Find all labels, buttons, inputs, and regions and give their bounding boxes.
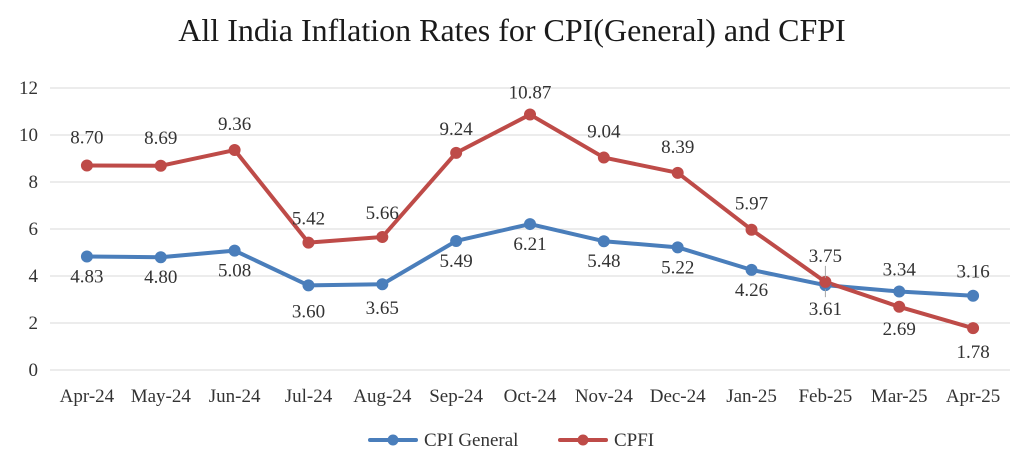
data-point [671,241,684,254]
x-tick-label: Oct-24 [504,386,557,407]
x-tick-label: Aug-24 [353,386,412,407]
x-tick-label: Apr-25 [946,386,1001,407]
data-label: 1.78 [956,342,989,363]
data-label: 3.34 [883,260,917,281]
x-tick-label: Jun-24 [209,386,261,407]
data-point [597,151,610,164]
data-point [376,278,389,291]
data-label: 9.36 [218,114,251,135]
data-point [80,250,93,263]
data-label: 5.42 [292,209,325,230]
data-label: 8.70 [70,128,103,149]
data-label: 8.39 [661,137,694,158]
data-label: 9.04 [587,122,621,143]
legend-label: CPFI [614,430,654,451]
y-tick-label: 10 [19,125,38,146]
legend-label: CPI General [424,430,518,451]
data-point [967,289,980,302]
x-tick-label: Dec-24 [650,386,706,407]
data-point [80,159,93,172]
y-tick-label: 8 [29,172,39,193]
data-point [302,279,315,292]
data-label: 2.69 [883,319,916,340]
x-tick-label: Jul-24 [285,386,333,407]
data-point [376,230,389,243]
x-tick-label: Sep-24 [429,386,483,407]
y-tick-label: 12 [19,78,38,99]
x-tick-label: Feb-25 [798,386,852,407]
data-point [671,166,684,179]
data-label: 4.26 [735,280,768,301]
data-label: 3.65 [366,298,399,319]
data-label: 9.24 [440,119,474,140]
data-label: 5.08 [218,261,251,282]
data-label: 5.48 [587,251,620,272]
chart-title: All India Inflation Rates for CPI(Genera… [178,12,846,48]
y-tick-label: 4 [29,266,39,287]
data-point [745,263,758,276]
data-point [745,223,758,236]
y-tick-label: 6 [29,219,39,240]
x-tick-label: Mar-25 [871,386,928,407]
data-point [893,285,906,298]
data-point [597,235,610,248]
legend-marker [577,434,589,446]
data-point [524,218,536,231]
legend-marker [387,434,399,446]
data-point [819,275,832,288]
data-point [228,244,241,257]
x-tick-label: Jan-25 [726,386,777,407]
data-label: 4.83 [70,266,103,287]
data-label: 10.87 [509,83,552,104]
data-point [524,108,536,121]
data-label: 3.16 [956,262,989,283]
data-label: 5.97 [735,194,768,215]
x-tick-label: May-24 [131,386,192,407]
data-label: 8.69 [144,128,177,149]
data-point [967,322,980,335]
data-label: 4.80 [144,267,177,288]
y-tick-label: 2 [29,313,39,334]
data-point [893,300,906,313]
data-label: 5.66 [366,203,399,224]
data-point [302,236,315,249]
data-point [154,251,167,264]
data-point [154,159,167,172]
data-label: 3.61 [809,299,842,320]
data-point [228,144,241,157]
data-label: 5.22 [661,257,694,278]
data-point [450,146,463,159]
y-tick-label: 0 [29,360,39,381]
data-label: 3.60 [292,301,325,322]
data-label: 3.75 [809,246,842,267]
data-point [450,234,463,247]
data-label: 6.21 [513,234,546,255]
data-label: 5.49 [440,251,473,272]
x-tick-label: Nov-24 [575,386,634,407]
x-tick-label: Apr-24 [60,386,115,407]
